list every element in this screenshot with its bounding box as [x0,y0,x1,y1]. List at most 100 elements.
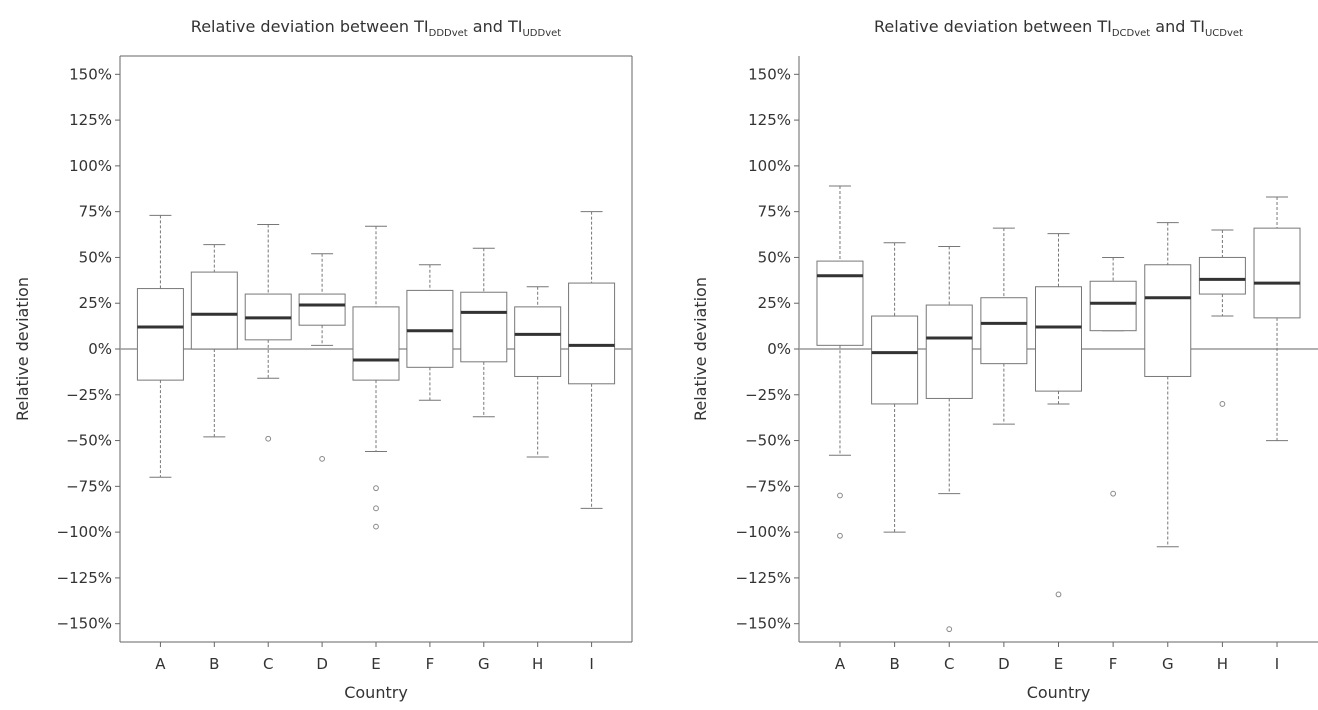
y-tick-label: −75% [66,477,112,495]
outlier-point [319,455,326,462]
y-tick-label: 0% [767,340,791,358]
x-tick-label: D [316,655,328,673]
box-E [1035,233,1082,598]
chart-title: Relative deviation between TIDDDvet and … [191,17,561,39]
box-E [352,225,400,530]
box-iqr [925,304,973,399]
box-D [298,253,346,462]
y-tick-label: 75% [79,203,112,221]
box-H [514,286,562,458]
y-tick-label: 150% [748,65,791,83]
y-tick-label: 100% [69,157,112,175]
title-subscript-1: DDDvet [429,28,468,39]
title-prefix: Relative deviation between TI [191,17,429,36]
box-iqr [460,291,508,363]
y-tick-label: 50% [79,248,112,266]
title-mid: and TI [468,17,523,36]
x-tick-label: E [371,655,380,673]
box-iqr [1198,256,1246,295]
y-tick-label: −75% [745,477,791,495]
x-tick-label: D [998,655,1010,673]
x-tick-label: H [1217,655,1228,673]
box-iqr [568,282,616,385]
y-tick-label: −50% [745,432,791,450]
box-D [980,227,1028,425]
x-tick-label: C [944,655,954,673]
box-iqr [514,306,562,377]
x-tick-label: H [532,655,543,673]
outlier-point [837,492,843,499]
title-mid: and TI [1150,17,1205,36]
box-B [190,244,238,438]
y-tick-label: −150% [57,615,112,633]
y-tick-label: 125% [748,111,791,129]
title-subscript-1: DCDvet [1112,28,1150,39]
x-tick-label: F [426,655,435,673]
y-tick-label: −25% [745,386,791,404]
box-iqr [1035,286,1082,392]
box-A [136,214,184,478]
x-axis-label: Country [1027,683,1091,702]
y-tick-label: −100% [736,523,791,541]
box-iqr [1144,264,1192,377]
box-A [816,185,864,539]
y-tick-label: 75% [758,203,791,221]
title-subscript-2: UDDvet [522,28,561,39]
x-tick-label: B [209,655,219,673]
outlier-point [837,532,843,539]
outlier-point [373,523,379,530]
y-tick-label: −25% [66,386,112,404]
outlier-point [1110,490,1117,497]
box-iqr [980,297,1028,365]
box-F [1089,256,1137,497]
x-tick-label: E [1054,655,1063,673]
y-tick-label: 125% [69,111,112,129]
y-tick-label: 25% [758,294,791,312]
box-C [244,223,292,442]
box-iqr [136,288,184,381]
x-tick-label: G [1162,655,1174,673]
chart-title: Relative deviation between TIDCDvet and … [874,17,1243,39]
x-tick-label: A [835,655,846,673]
x-tick-label: B [889,655,899,673]
x-tick-label: C [263,655,273,673]
y-tick-label: 100% [748,157,791,175]
outlier-point [373,505,379,512]
outlier-point [946,626,953,633]
x-tick-label: F [1109,655,1118,673]
box-iqr [352,306,400,381]
y-tick-label: 25% [79,294,112,312]
y-axis-label: Relative deviation [13,277,32,421]
outlier-point [265,435,272,442]
box-H [1198,229,1246,407]
x-tick-label: I [1275,655,1279,673]
y-tick-label: 0% [88,340,112,358]
y-tick-label: −125% [736,569,791,587]
x-tick-label: A [155,655,166,673]
outlier-point [1219,401,1226,407]
box-iqr [816,260,864,346]
y-tick-label: 150% [69,65,112,83]
box-iqr [1089,280,1137,332]
outlier-point [373,485,379,492]
box-C [925,245,973,633]
box-I [568,211,616,509]
title-prefix: Relative deviation between TI [874,17,1112,36]
y-tick-label: −150% [736,615,791,633]
box-iqr [1253,227,1301,319]
box-G [1144,222,1192,548]
box-iqr [298,293,346,326]
box-I [1253,196,1301,442]
x-axis-label: Country [344,683,408,702]
x-tick-label: I [589,655,593,673]
box-B [871,242,919,533]
y-axis-label: Relative deviation [691,277,710,421]
box-iqr [871,315,919,405]
y-tick-label: −125% [57,569,112,587]
box-G [460,247,508,418]
title-subscript-2: UCDvet [1205,28,1243,39]
chart-panel-left: Relative deviation between TIDDDvet and … [13,17,633,702]
box-iqr [406,289,454,368]
chart-panel-right: Relative deviation between TIDCDvet and … [691,17,1318,702]
